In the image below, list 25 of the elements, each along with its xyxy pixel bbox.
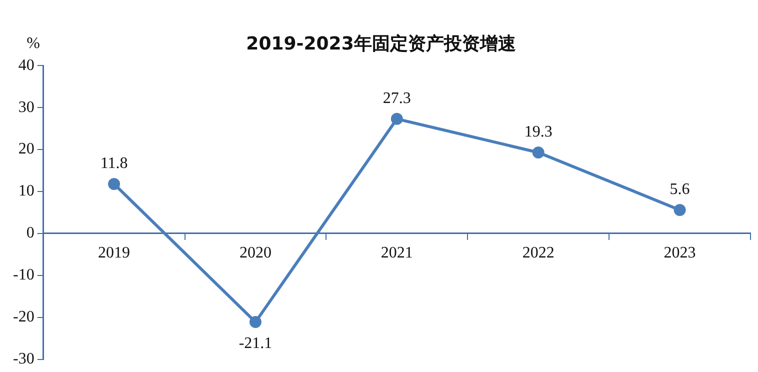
y-tick-label: 0 — [26, 224, 34, 242]
point — [532, 146, 544, 158]
y-tick-label: -20 — [13, 308, 34, 326]
y-tick-label: -30 — [13, 350, 34, 368]
data-label: 11.8 — [100, 155, 128, 172]
chart-title: 2019-2023年固定资产投资增速 — [246, 33, 516, 54]
data-label: 27.3 — [382, 90, 411, 108]
x-tick-label: 2021 — [380, 244, 413, 262]
y-tick-label: -10 — [13, 266, 34, 284]
x-tick-label: 2020 — [239, 244, 272, 262]
data-label: 19.3 — [524, 124, 552, 141]
x-tick-label: 2019 — [98, 244, 130, 262]
point — [674, 204, 686, 216]
y-tick-label: 10 — [18, 182, 34, 200]
y-tick-label: 40 — [18, 56, 34, 74]
point — [390, 112, 403, 125]
y-axis-title: % — [26, 34, 40, 52]
data-label: 5.6 — [670, 181, 690, 198]
point — [249, 316, 262, 328]
y-tick-label: 20 — [18, 140, 34, 158]
x-tick-label: 2022 — [522, 244, 554, 262]
data-label: -21.1 — [238, 335, 272, 352]
y-tick-label: 30 — [18, 98, 34, 116]
point — [108, 178, 120, 190]
x-tick-label: 2023 — [664, 244, 696, 262]
